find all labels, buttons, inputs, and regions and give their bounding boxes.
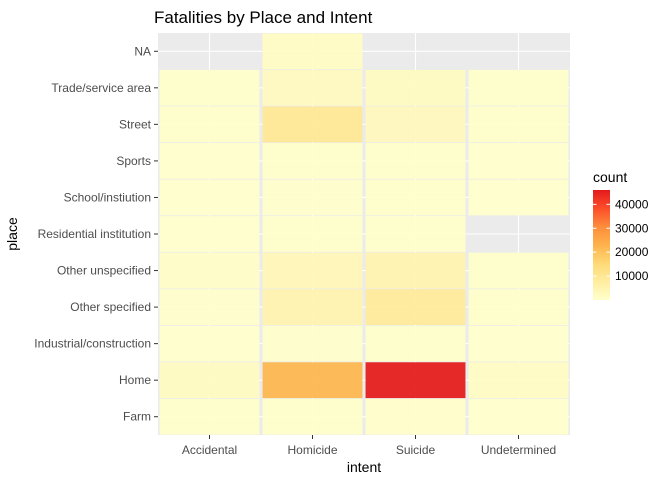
heatmap-cell xyxy=(262,398,363,435)
y-tick-label: Industrial/construction xyxy=(34,337,151,351)
legend-tick-label: 20000 xyxy=(615,245,649,259)
heatmap-cell xyxy=(365,216,466,252)
y-tick-label: Other specified xyxy=(70,300,151,314)
heatmap-cell xyxy=(365,362,466,399)
heatmap-cell xyxy=(262,69,363,106)
heatmap-cell xyxy=(262,179,363,216)
heatmap-cell xyxy=(468,106,569,143)
legend-tick-label: 40000 xyxy=(615,197,649,211)
color-legend: count 10000 20000 30000 40000 xyxy=(593,169,649,300)
heatmap-cell xyxy=(262,33,363,70)
heatmap-cell xyxy=(468,398,569,435)
chart-title: Fatalities by Place and Intent xyxy=(154,8,373,27)
heatmap-cell xyxy=(159,325,260,362)
heatmap-cell xyxy=(262,362,363,399)
y-tick-label: Other unspecified xyxy=(57,264,151,278)
heatmap-cell xyxy=(365,289,466,325)
heatmap-cell xyxy=(262,289,363,325)
heatmap-cell xyxy=(262,252,363,289)
legend-tick-label: 10000 xyxy=(615,269,649,283)
x-tick-label: Suicide xyxy=(396,443,436,457)
heatmap-cell xyxy=(159,106,260,143)
legend-tick-label: 30000 xyxy=(615,221,649,235)
heatmap-cell xyxy=(262,106,363,143)
y-tick-label: Home xyxy=(119,373,151,387)
heatmap-cell xyxy=(468,69,569,106)
heatmap-cell xyxy=(365,143,466,179)
heatmap-cell xyxy=(159,289,260,325)
heatmap-cell xyxy=(468,252,569,289)
heatmap-cell xyxy=(159,69,260,106)
heatmap-cell xyxy=(468,179,569,216)
y-axis-title: place xyxy=(4,217,20,251)
legend-ticks: 10000 20000 30000 40000 xyxy=(593,197,649,283)
y-tick-label: Farm xyxy=(123,410,151,424)
heatmap-cell xyxy=(262,216,363,252)
y-tick-label: NA xyxy=(134,44,151,58)
heatmap-cell xyxy=(159,398,260,435)
heatmap-cell xyxy=(468,143,569,179)
y-tick-label: Sports xyxy=(116,154,151,168)
heatmap-cell xyxy=(365,325,466,362)
x-axis-title: intent xyxy=(347,459,381,475)
heatmap-cell xyxy=(159,179,260,216)
heatmap-cell xyxy=(159,216,260,252)
x-axis: Accidental Homicide Suicide Undetermined xyxy=(182,435,556,457)
heatmap-cell xyxy=(365,106,466,143)
heatmap-cell xyxy=(159,143,260,179)
heatmap-cell xyxy=(468,289,569,325)
heatmap-cell xyxy=(468,362,569,399)
legend-colorbar xyxy=(593,190,610,300)
heatmap-cell xyxy=(365,179,466,216)
y-tick-label: School/instiution xyxy=(64,190,151,204)
heatmap-cell xyxy=(468,325,569,362)
y-tick-label: Street xyxy=(119,117,152,131)
x-tick-label: Homicide xyxy=(287,443,337,457)
heatmap-cell xyxy=(262,325,363,362)
y-tick-label: Trade/service area xyxy=(51,81,151,95)
heatmap-cell xyxy=(365,69,466,106)
x-tick-label: Undetermined xyxy=(481,443,556,457)
heatmap-cell xyxy=(365,398,466,435)
heatmap-cell xyxy=(159,362,260,399)
heatmap-cell xyxy=(365,252,466,289)
y-tick-label: Residential institution xyxy=(38,227,151,241)
x-tick-label: Accidental xyxy=(182,443,237,457)
heatmap-cells xyxy=(159,33,569,435)
legend-title: count xyxy=(593,169,627,185)
heatmap-cell xyxy=(262,143,363,179)
heatmap-cell xyxy=(159,252,260,289)
y-axis: Farm Home Industrial/construction Other spe… xyxy=(34,44,158,424)
